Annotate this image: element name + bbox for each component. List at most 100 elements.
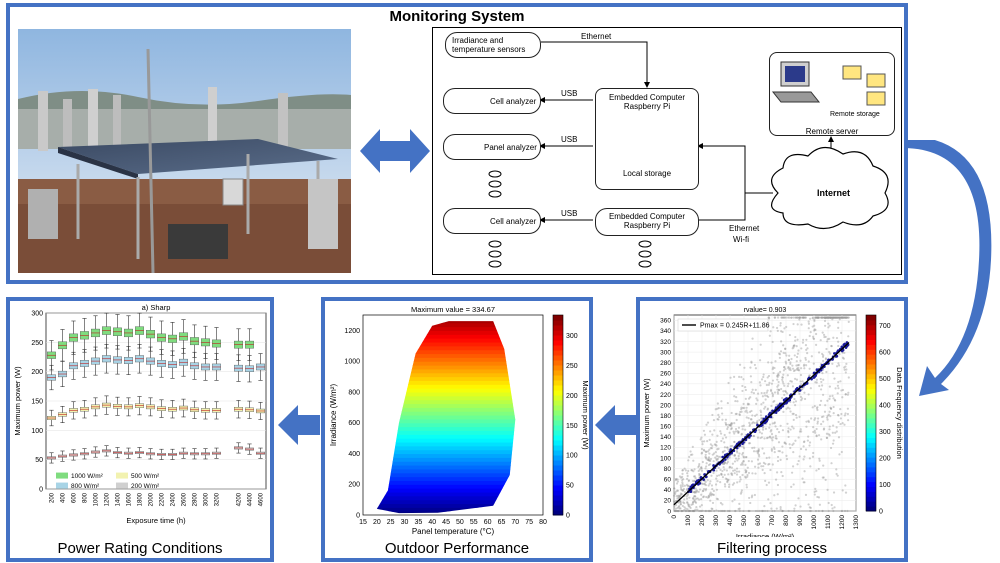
scatter-point xyxy=(840,450,843,454)
scatter-point xyxy=(700,509,703,513)
scatter-point xyxy=(748,442,752,445)
scatter-point xyxy=(822,333,826,336)
x-tick-label: 25 xyxy=(387,519,395,526)
scatter-point xyxy=(808,441,812,444)
scatter-point xyxy=(780,471,783,474)
scatter-point xyxy=(825,436,828,440)
colorbar-segment xyxy=(866,368,876,375)
scatter-point xyxy=(803,363,806,366)
scatter-point xyxy=(808,374,812,377)
scatter-point xyxy=(694,477,697,480)
power-rating-title: Power Rating Conditions xyxy=(57,540,223,557)
scatter-point xyxy=(709,457,713,461)
heatmap-cells xyxy=(376,321,516,514)
scatter-point xyxy=(712,471,715,475)
scatter-point xyxy=(795,344,798,348)
scatter-point xyxy=(751,414,754,417)
colorbar-segment xyxy=(866,388,876,394)
scatter-point xyxy=(776,374,779,378)
x-tick-label: 3000 xyxy=(204,492,210,506)
scatter-point xyxy=(831,507,834,510)
scatter-point xyxy=(755,413,758,416)
scatter-point xyxy=(835,472,838,476)
colorbar-segment xyxy=(553,340,563,346)
scatter-point xyxy=(784,347,787,350)
heatmap-band xyxy=(376,357,516,362)
scatter-point xyxy=(769,388,773,391)
scatter-point xyxy=(716,434,719,437)
scatter-point xyxy=(733,498,736,501)
scatter-point xyxy=(771,391,774,395)
scatter-point xyxy=(788,333,791,337)
scatter-point xyxy=(735,396,738,399)
scatter-point xyxy=(839,316,843,319)
scatter-point xyxy=(823,410,827,413)
scatter-point xyxy=(756,436,760,439)
scatter-point xyxy=(764,479,767,482)
x-tick-label: 4600 xyxy=(259,492,265,506)
scatter-point xyxy=(826,316,829,319)
x-tick-label: 1300 xyxy=(853,515,860,530)
scatter-point xyxy=(683,501,686,505)
scatter-point xyxy=(765,391,768,394)
scatter-point xyxy=(730,472,733,475)
scatter-point xyxy=(696,508,699,511)
scatter-point xyxy=(795,364,798,367)
heatmap-band xyxy=(376,411,516,416)
scatter-point xyxy=(688,505,691,508)
scatter-point xyxy=(757,448,760,451)
scatter-point xyxy=(709,443,712,446)
heatmap-band xyxy=(376,361,516,366)
scatter-point xyxy=(802,481,805,484)
scatter-point xyxy=(722,466,725,469)
heatmap-band xyxy=(376,341,516,347)
colorbar-segment xyxy=(866,496,876,502)
scatter-point xyxy=(777,441,781,444)
scatter-point xyxy=(788,368,791,371)
scatter-point xyxy=(741,453,744,456)
scatter-point xyxy=(676,506,679,510)
scatter-point xyxy=(797,369,800,372)
scatter-point xyxy=(817,316,820,319)
scatter-point xyxy=(689,506,692,510)
scatter-point xyxy=(724,423,728,426)
scatter-point xyxy=(782,382,785,385)
scatter-point xyxy=(745,483,748,486)
scatter-point xyxy=(755,450,758,453)
dense-point xyxy=(724,458,727,461)
scatter-point xyxy=(787,429,790,433)
scatter-point xyxy=(688,496,691,499)
scatter-point xyxy=(730,466,733,469)
scatter-point xyxy=(684,509,687,513)
scatter-point xyxy=(741,406,744,410)
scatter-point xyxy=(825,347,828,351)
fit-line xyxy=(673,341,850,506)
scatter-point xyxy=(770,432,774,436)
scatter-point xyxy=(837,316,840,319)
scatter-point xyxy=(693,490,696,494)
scatter-point xyxy=(789,368,792,372)
scatter-point xyxy=(786,406,790,409)
cell-analyzer-box-2: Cell analyzer xyxy=(443,208,541,234)
scatter-point xyxy=(816,495,819,499)
scatter-point xyxy=(733,460,737,463)
y-tick-label: 240 xyxy=(660,381,671,388)
x-tick-label: 2600 xyxy=(182,492,188,506)
embedded-computer-1: Embedded Computer Raspberry Pi Local sto… xyxy=(595,88,699,190)
y-tick-label: 80 xyxy=(664,466,672,473)
scatter-point xyxy=(682,501,685,504)
scatter-point xyxy=(764,462,767,465)
scatter-point xyxy=(757,453,761,456)
colorbar-segment xyxy=(866,447,876,453)
heatmap-band xyxy=(376,457,516,462)
scatter-point xyxy=(783,384,786,387)
scatter-point xyxy=(746,475,749,478)
scatter-point xyxy=(771,422,774,425)
scatter-point xyxy=(688,509,691,513)
scatter-point xyxy=(829,352,832,355)
scatter-point xyxy=(683,467,686,470)
scatter-point xyxy=(753,421,756,425)
scatter-point xyxy=(783,441,786,444)
scatter-point xyxy=(694,500,697,503)
scatter-point xyxy=(797,436,800,439)
